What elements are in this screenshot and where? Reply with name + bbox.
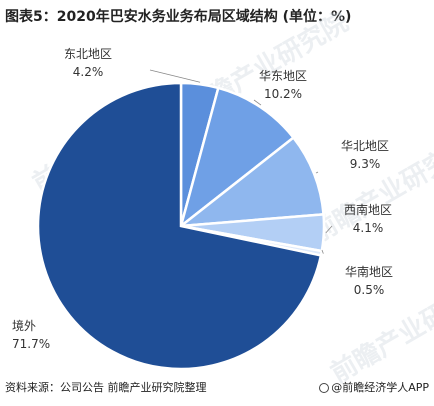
slice-value-label: 4.1% (353, 221, 384, 235)
chart-title: 图表5：2020年巴安水务业务布局区域结构 (单位：%) (5, 9, 352, 25)
leader-line-1 (149, 69, 201, 83)
pie-slice-6 (36, 81, 323, 370)
leader-line-4 (325, 225, 333, 234)
leader-line-3 (315, 171, 319, 174)
pie-slice-2 (178, 86, 296, 230)
slice-value-label: 0.5% (354, 283, 385, 297)
slice-value-label: 71.7% (12, 337, 50, 351)
slice-category-label: 境外 (12, 318, 36, 333)
slice-category-label: 东北地区 (64, 47, 112, 61)
leader-line-5 (321, 249, 324, 254)
brand-credit: @前瞻经济学人APP (319, 379, 429, 395)
slice-value-label: 10.2% (264, 87, 302, 101)
brand-label: @前瞻经济学人APP (331, 381, 429, 394)
footer: 资料来源：公司公告 前瞻产业研究院整理 @前瞻经济学人APP (5, 377, 429, 397)
pie-slice-3 (176, 135, 325, 228)
labels-layer: 东北地区 4.2% 华东地区 10.2% 华北地区 9.3% 西南地区 4.1% 华南地区 0.5… (12, 47, 393, 351)
slice-category-label: 华东地区 (259, 69, 307, 83)
brand-logo-icon (319, 383, 330, 393)
slices-layer (36, 81, 326, 370)
slice-category-label: 西南地区 (344, 202, 392, 217)
slice-value-label: 4.2% (73, 65, 104, 79)
leader-line-2 (253, 99, 262, 106)
source-note: 资料来源：公司公告 前瞻产业研究院整理 (5, 381, 207, 394)
slice-value-label: 9.3% (350, 157, 381, 171)
pie-chart: 东北地区 4.2% 华东地区 10.2% 华北地区 9.3% 西南地区 4.1% 华南地区 0.5… (12, 47, 393, 370)
slice-category-label: 华南地区 (345, 264, 393, 279)
slice-category-label: 华北地区 (341, 139, 389, 153)
